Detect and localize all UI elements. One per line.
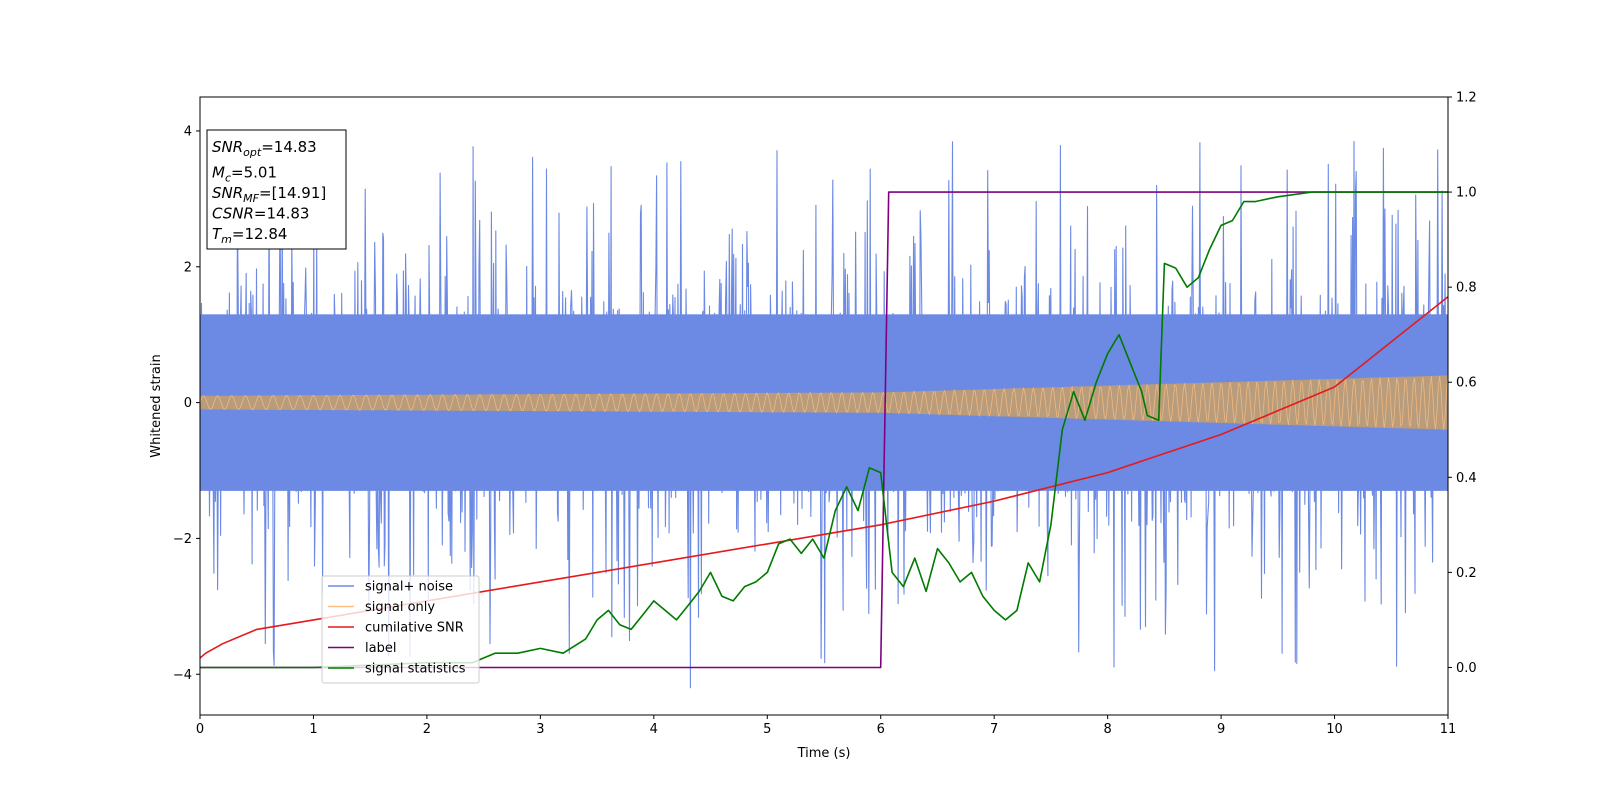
legend-entry: signal only (365, 600, 435, 615)
stats-variable: SNR (212, 138, 243, 156)
x-tick-label: 3 (536, 722, 544, 737)
y-tick-label: 2 (184, 260, 192, 275)
y2-tick-label: 1.0 (1456, 186, 1477, 201)
x-tick-label: 6 (877, 722, 885, 737)
x-tick-label: 8 (1103, 722, 1111, 737)
series-signal-only (200, 375, 1448, 430)
stats-annotation-box: SNRopt=14.83Mc=5.01SNRMF=[14.91]CSNR=14.… (206, 129, 347, 250)
x-tick-label: 5 (763, 722, 771, 737)
x-tick-label: 4 (650, 722, 658, 737)
y-axis-right: 0.0 0.2 0.4 0.6 0.8 1.0 1.2 (1448, 91, 1477, 676)
stats-subscript: MF (243, 192, 259, 205)
stats-variable: CSNR (212, 205, 254, 223)
x-tick-label: 9 (1217, 722, 1225, 737)
y-tick-label: −2 (173, 532, 192, 547)
x-axis-label: Time (s) (797, 746, 851, 761)
stats-variable: M (212, 164, 225, 182)
stats-variable: T (212, 225, 223, 243)
x-tick-label: 1 (309, 722, 317, 737)
y2-tick-label: 0.4 (1456, 471, 1477, 486)
legend-entry: signal+ noise (365, 580, 453, 595)
y2-tick-label: 1.2 (1456, 91, 1477, 106)
x-tick-label: 10 (1326, 722, 1343, 737)
legend-entry: cumilative SNR (365, 621, 464, 636)
y-axis-label: Whitened strain (149, 354, 164, 457)
label-line (200, 191, 1448, 669)
signal-chirp (200, 375, 1448, 430)
x-axis: 0 1 2 3 4 5 6 7 8 9 10 11 (196, 715, 1456, 737)
legend-entry: signal statistics (365, 662, 466, 677)
x-tick-label: 11 (1440, 722, 1457, 737)
signal-envelope (200, 375, 1448, 430)
stats-line: SNRMF=[14.91] (212, 184, 326, 205)
y2-tick-label: 0.8 (1456, 281, 1477, 296)
x-tick-label: 0 (196, 722, 204, 737)
y2-tick-label: 0.0 (1456, 661, 1477, 676)
y-axis-left: −4 −2 0 2 4 (173, 124, 200, 683)
series-lines (200, 191, 1448, 669)
stats-line: SNRopt=14.83 (212, 138, 317, 159)
stats-value: =14.83 (261, 138, 317, 156)
legend-entry: label (365, 641, 396, 656)
stats-variable: SNR (212, 184, 243, 202)
stats-value: =12.84 (232, 225, 288, 243)
stats-box-frame (206, 129, 347, 250)
cumulative-snr-line (200, 296, 1448, 659)
stats-subscript: c (225, 172, 231, 185)
stats-line: Mc=5.01 (212, 164, 277, 185)
stats-subscript: opt (243, 146, 262, 159)
legend-frame (321, 575, 480, 684)
signal-statistics-line (200, 191, 1448, 669)
stats-subscript: m (221, 233, 232, 246)
stats-value: =5.01 (231, 164, 277, 182)
stats-value: =[14.91] (259, 184, 326, 202)
y-tick-label: 4 (184, 124, 192, 139)
legend: signal+ noise signal only cumilative SNR la… (321, 575, 480, 684)
y-tick-label: −4 (173, 668, 192, 683)
x-tick-label: 2 (423, 722, 431, 737)
plot-area (200, 141, 1448, 689)
plot-frame (199, 96, 1449, 716)
stats-line: CSNR=14.83 (212, 205, 309, 223)
y-tick-label: 0 (184, 396, 192, 411)
stats-line: Tm=12.84 (212, 225, 287, 246)
y2-tick-label: 0.2 (1456, 566, 1477, 581)
x-tick-label: 7 (990, 722, 998, 737)
y2-tick-label: 0.6 (1456, 376, 1477, 391)
stats-value: =14.83 (254, 205, 310, 223)
